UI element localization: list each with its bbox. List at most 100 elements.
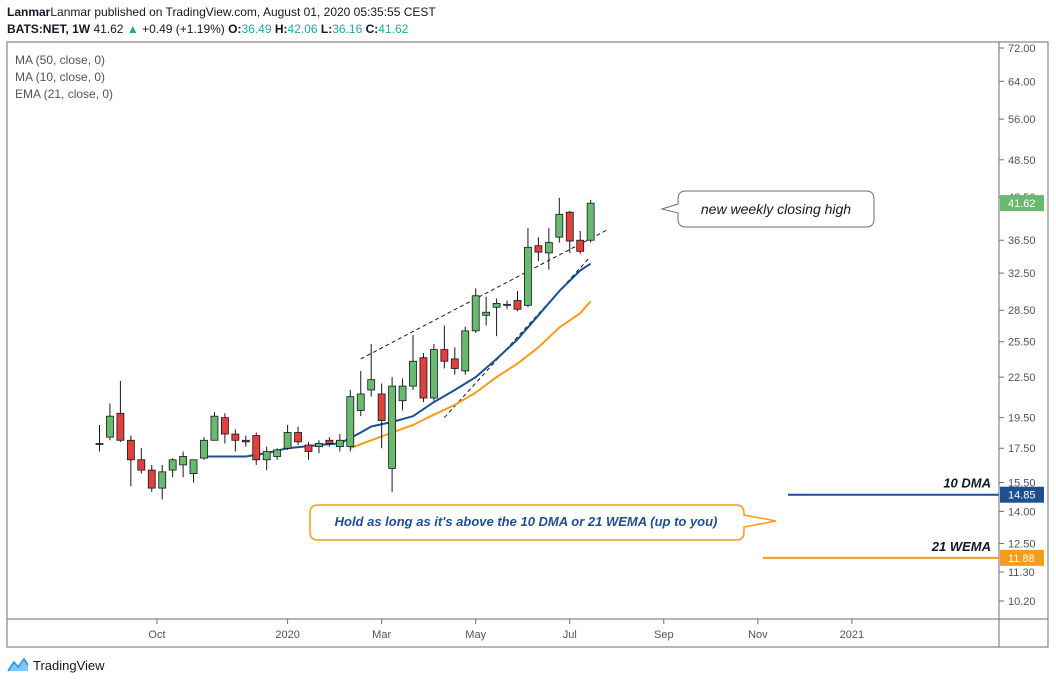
candle-body bbox=[429, 349, 438, 399]
indicator-ma50[interactable]: MA (50, close, 0) bbox=[15, 53, 106, 67]
callout-closing-high-shape bbox=[660, 190, 875, 228]
open-label: O: bbox=[228, 22, 242, 36]
indicator-ema21[interactable]: EMA (21, close, 0) bbox=[15, 87, 114, 101]
candle-body bbox=[158, 471, 167, 489]
candle-body bbox=[262, 451, 271, 461]
candle-body bbox=[367, 379, 376, 391]
candle bbox=[534, 237, 543, 262]
trendlines bbox=[360, 229, 607, 418]
candle bbox=[377, 383, 386, 449]
candle-body bbox=[544, 242, 553, 254]
ema21-line bbox=[349, 300, 592, 450]
candle-body bbox=[200, 439, 208, 459]
candle bbox=[492, 298, 501, 337]
candle bbox=[315, 440, 323, 454]
candle-body bbox=[513, 300, 522, 310]
candle bbox=[158, 464, 167, 500]
candle-body bbox=[315, 443, 323, 448]
publish-info: LanmarLanmar published on TradingView.co… bbox=[7, 5, 436, 19]
y-tick-label: 14.00 bbox=[1008, 506, 1036, 518]
candle bbox=[200, 437, 208, 460]
candle bbox=[503, 300, 511, 310]
ma10-line bbox=[204, 262, 592, 458]
candle-body bbox=[168, 459, 177, 471]
candle-body bbox=[482, 311, 491, 316]
candle bbox=[346, 389, 355, 452]
candle-body bbox=[231, 433, 240, 441]
candle-body bbox=[440, 349, 449, 362]
price-label-text: 41.62 bbox=[1008, 198, 1036, 210]
tradingview-logo-icon bbox=[7, 657, 29, 672]
price-labels: 41.62 14.85 11.88 bbox=[1000, 195, 1044, 566]
candle-body bbox=[565, 211, 574, 242]
candle-body bbox=[210, 415, 219, 441]
candle-body bbox=[179, 456, 188, 466]
candle bbox=[137, 448, 146, 474]
x-tick-label: Jul bbox=[563, 629, 577, 641]
candle bbox=[388, 377, 397, 492]
price-axis[interactable]: 72.0064.0056.0048.5042.5036.5032.5028.50… bbox=[999, 43, 1036, 608]
y-tick-label: 19.50 bbox=[1008, 413, 1036, 425]
candle-body bbox=[398, 385, 407, 402]
candle-body bbox=[461, 330, 470, 372]
candle bbox=[95, 424, 104, 452]
footer-brand: TradingView bbox=[33, 657, 105, 673]
candle bbox=[262, 446, 271, 471]
candle bbox=[179, 451, 188, 478]
x-tick-label: Nov bbox=[748, 629, 768, 641]
candle bbox=[471, 288, 480, 333]
candle-body bbox=[106, 415, 114, 438]
candle bbox=[513, 291, 522, 312]
candle-body bbox=[252, 435, 261, 461]
candle-body bbox=[471, 295, 480, 332]
high-label: H: bbox=[274, 22, 288, 36]
callout-hold-text: Hold as long as it's above the 10 DMA or… bbox=[335, 514, 718, 529]
candle bbox=[168, 458, 177, 478]
up-arrow-icon: ▲ bbox=[126, 22, 139, 36]
author: Lanmar bbox=[7, 5, 51, 19]
y-tick-label: 15.50 bbox=[1008, 478, 1036, 490]
candle bbox=[409, 335, 417, 390]
candle-body bbox=[147, 469, 156, 489]
y-tick-label: 32.50 bbox=[1008, 268, 1036, 280]
candle bbox=[116, 380, 125, 442]
price-label-box bbox=[1000, 195, 1044, 212]
level-lines: 10 DMA 21 WEMA bbox=[763, 476, 999, 559]
candle-body bbox=[419, 357, 428, 399]
candle bbox=[252, 432, 261, 465]
candle bbox=[555, 197, 564, 243]
candle bbox=[147, 464, 156, 492]
symbol-name[interactable]: BATS:NET, 1W bbox=[7, 22, 91, 36]
candle-body bbox=[356, 393, 365, 411]
candle bbox=[126, 435, 135, 487]
x-tick-label: Oct bbox=[148, 629, 165, 641]
candle bbox=[429, 343, 438, 401]
y-tick-label: 56.00 bbox=[1008, 114, 1036, 126]
candle bbox=[273, 448, 282, 460]
tradingview-footer[interactable]: TradingView bbox=[7, 656, 105, 674]
time-axis[interactable]: Oct 2020 Mar May Jul Sep Nov 2021 bbox=[148, 619, 864, 641]
indicator-ma10[interactable]: MA (10, close, 0) bbox=[15, 70, 106, 84]
candle bbox=[220, 413, 229, 444]
candle bbox=[189, 459, 198, 483]
chart-frame bbox=[6, 41, 1049, 648]
x-tick-label: 2020 bbox=[275, 629, 299, 641]
open-value: 36.49 bbox=[241, 22, 272, 36]
y-tick-label: 11.30 bbox=[1008, 567, 1035, 579]
x-tick-label: 2021 bbox=[840, 629, 864, 641]
candle bbox=[544, 228, 553, 270]
candle-body bbox=[220, 417, 229, 435]
x-tick-label: Sep bbox=[654, 629, 674, 641]
candle-body bbox=[283, 432, 292, 449]
price-label-text: 14.85 bbox=[1008, 490, 1036, 502]
candle-body bbox=[304, 444, 313, 452]
x-tick-label: Mar bbox=[372, 629, 391, 641]
candle-body bbox=[294, 432, 302, 443]
annotation-hold[interactable]: Hold as long as it's above the 10 DMA or… bbox=[309, 504, 777, 541]
y-tick-label: 64.00 bbox=[1008, 76, 1036, 88]
candle bbox=[524, 228, 532, 308]
candle-body bbox=[116, 412, 125, 441]
candle-body bbox=[335, 439, 344, 448]
annotation-closing-high[interactable]: new weekly closing high bbox=[660, 190, 875, 228]
